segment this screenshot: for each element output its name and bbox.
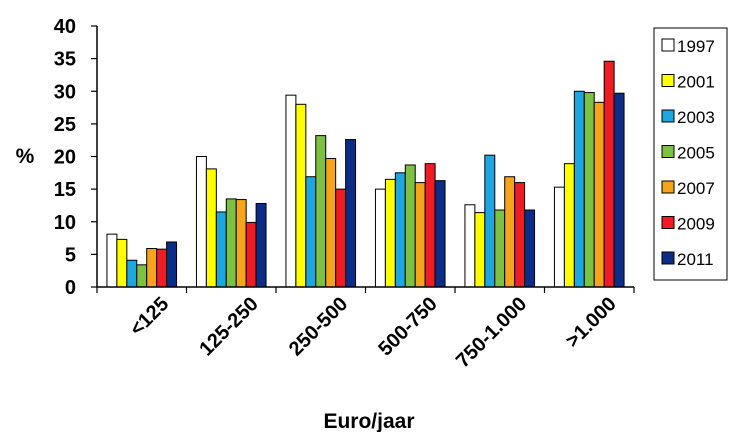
y-tick-label: 5 [65,244,76,266]
bar [205,168,217,288]
bar [255,202,267,288]
bar [613,92,625,288]
y-tick-label: 20 [54,147,76,169]
x-ticks: <125 125-250 250-500 500-750 750-1.000 >1.000 [96,287,635,372]
bar [374,188,386,288]
bar [573,90,585,288]
legend-box [653,27,728,281]
bar [116,238,128,288]
y-tick-label: 30 [54,81,76,103]
y-tick-label: 0 [65,277,76,299]
bar [325,157,337,288]
y-tick-label: 10 [54,212,76,234]
bar [474,212,486,288]
bar [335,188,347,288]
bar [603,60,615,288]
legend-label: 2007 [677,179,715,198]
bar [504,176,516,288]
legend-swatch [661,74,675,87]
bar [494,209,506,288]
bar [404,164,416,288]
x-tick-label: 250-500 [285,293,352,360]
legend-label: 1997 [677,37,715,56]
bar [106,233,118,288]
x-axis-label: Euro/jaar [323,410,414,432]
y-tick-label: 40 [54,16,76,38]
bar [136,264,148,288]
bar [156,248,168,288]
x-tick-label: 500-750 [374,293,441,360]
legend-label: 2001 [677,73,715,92]
y-tick-label: 15 [54,179,76,201]
bar [394,172,406,288]
legend-label: 2009 [677,215,715,234]
x-tick-label: <125 [126,293,173,340]
x-tick-label: 125-250 [195,293,262,360]
legend-label: 2005 [677,144,715,163]
bar [315,135,327,288]
y-axis-label: % [16,145,35,168]
legend-label: 2011 [677,250,714,269]
bar [553,186,565,288]
bar [345,139,357,288]
legend-swatch [661,109,675,123]
bar [424,163,436,288]
bar [285,94,297,288]
bar [305,176,317,288]
bar [484,154,496,288]
legend: 1997 2001 2003 2005 2007 2009 2011 [653,27,728,281]
bar [215,211,227,288]
y-tick-label: 25 [54,114,76,136]
bar [166,241,178,288]
bar [593,101,605,288]
bar [414,182,426,288]
legend-swatch [661,251,675,265]
bar [524,209,536,288]
bar [295,103,307,288]
x-tick-label: 750-1.000 [452,293,531,372]
y-tick-label: 35 [54,49,76,71]
y-ticks: 0 5 10 15 20 25 30 35 40 [54,16,97,299]
legend-swatch [661,180,675,194]
bar [384,178,396,288]
legend-swatch [661,38,675,52]
bar [434,180,446,288]
legend-label: 2003 [677,108,715,127]
x-tick-label: >1.000 [562,293,621,352]
bar [563,163,575,288]
bars [106,60,625,288]
bar [225,198,237,288]
bar [235,199,247,288]
legend-swatch [661,216,675,229]
bar [464,204,476,288]
legend-swatch [661,145,675,158]
bar [245,221,257,288]
bar [146,248,158,288]
bar [514,182,526,288]
bar [126,259,138,288]
bar [195,156,207,288]
bar [583,92,595,288]
